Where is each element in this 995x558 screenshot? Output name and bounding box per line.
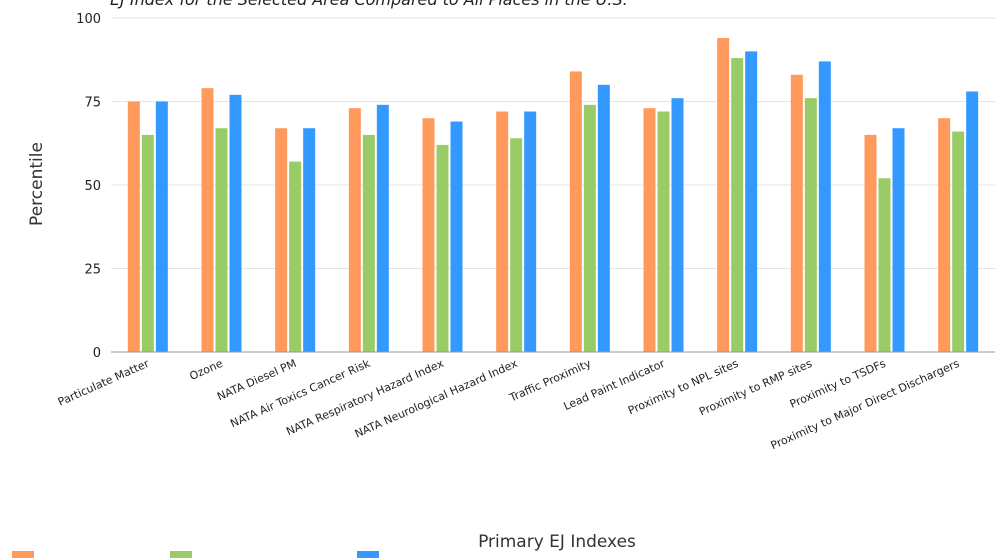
y-tick-label: 100 [76, 12, 101, 27]
bar [643, 108, 656, 353]
bar [952, 131, 965, 352]
bars [127, 38, 979, 353]
bar [597, 84, 610, 353]
bar [731, 58, 744, 353]
y-tick-label: 50 [84, 179, 101, 194]
bar [275, 128, 288, 352]
y-tick-label: 75 [84, 96, 101, 111]
legend [12, 551, 379, 558]
bar [496, 111, 509, 353]
bar [127, 101, 140, 352]
bar [892, 128, 905, 352]
bar [303, 128, 316, 352]
bar [671, 98, 684, 352]
bar [966, 91, 979, 352]
x-tick-label: Ozone [188, 357, 225, 383]
bar [510, 138, 523, 352]
bar [348, 108, 361, 353]
bar [745, 51, 758, 353]
bar [938, 118, 951, 352]
bar [864, 134, 877, 352]
bar [201, 88, 214, 352]
bar [376, 104, 389, 352]
bar [450, 121, 463, 352]
bar [229, 94, 242, 352]
bar [878, 178, 891, 352]
x-tick-label: Particulate Matter [56, 357, 152, 409]
bar [583, 104, 596, 352]
bar [155, 101, 168, 352]
bar [436, 144, 449, 352]
bar [422, 118, 435, 352]
bar [524, 111, 537, 353]
legend-swatch [12, 551, 34, 558]
y-tick-label: 25 [84, 263, 101, 278]
legend-swatch [170, 551, 192, 558]
y-tick-label: 0 [93, 346, 101, 361]
bar [818, 61, 831, 353]
bar [717, 38, 730, 352]
bar [804, 98, 817, 352]
bar [362, 134, 375, 352]
bar [569, 71, 582, 352]
bar [790, 74, 803, 352]
bar [289, 161, 302, 352]
y-axis-title: Percentile [27, 142, 47, 226]
gridlines [111, 17, 995, 353]
bar [141, 134, 154, 352]
bar [215, 128, 228, 352]
y-axis-ticks: 0 25 50 75 100 [76, 12, 101, 361]
legend-swatch [357, 551, 379, 558]
x-axis-title: Primary EJ Indexes [478, 532, 636, 552]
bar [657, 111, 670, 353]
chart-title: EJ Index for the Selected Area Compared … [110, 0, 628, 9]
